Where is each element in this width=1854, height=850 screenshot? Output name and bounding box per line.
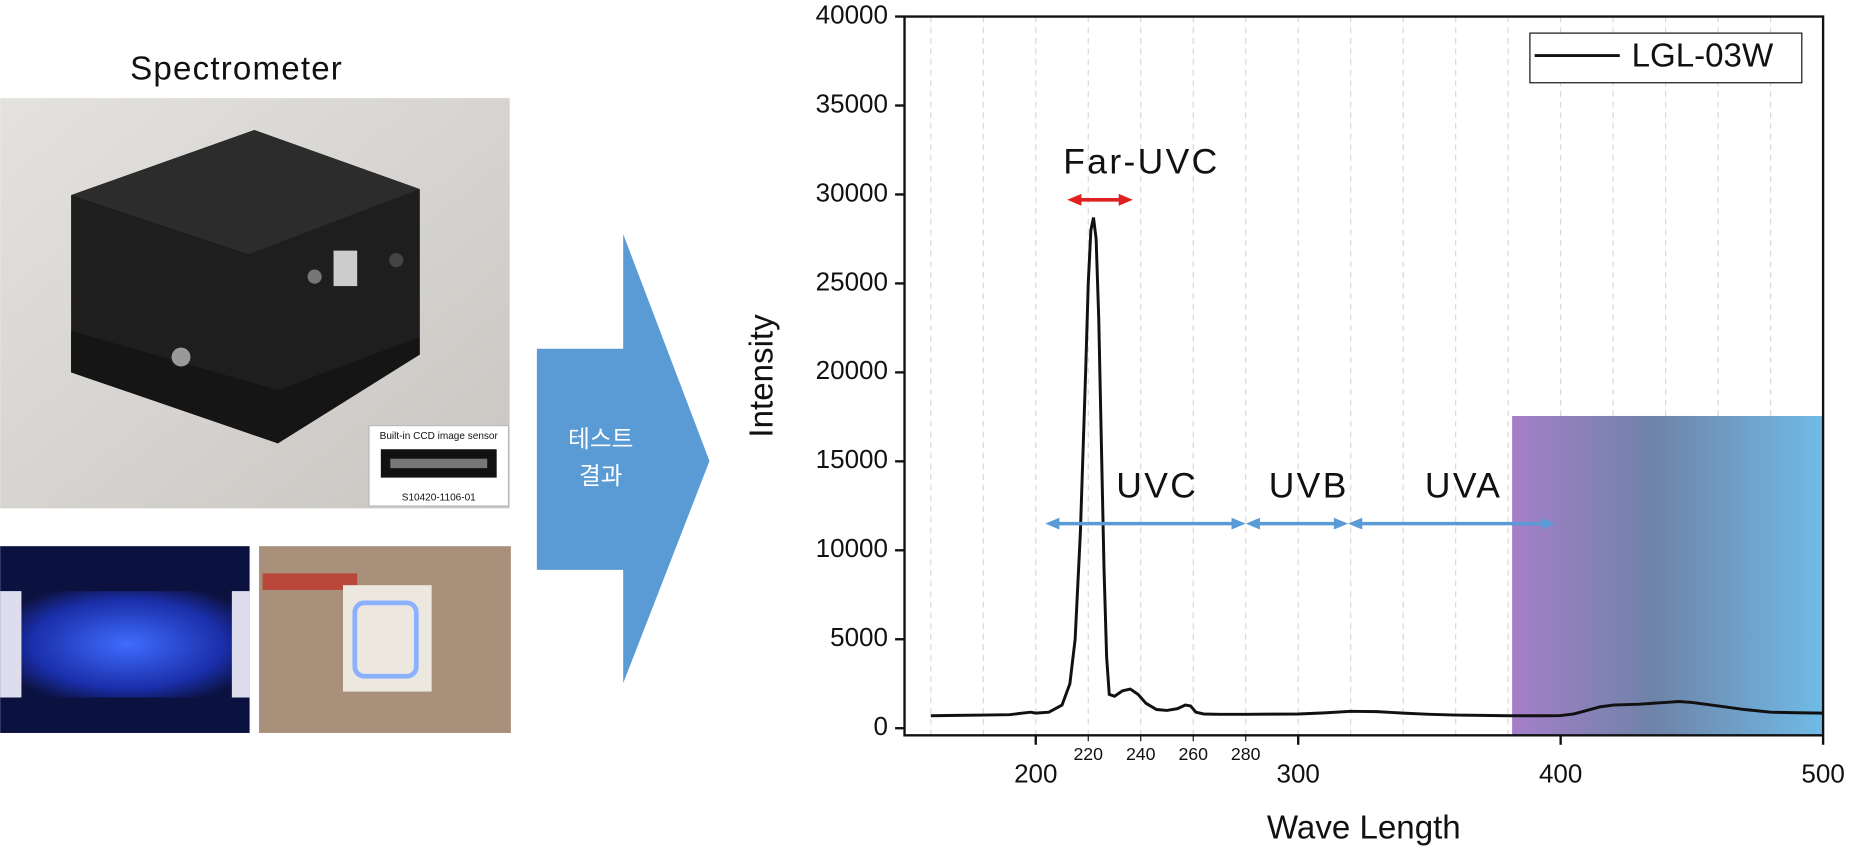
x-minor-tick-label: 280 (1231, 744, 1261, 764)
y-tick-label: 35000 (816, 88, 888, 118)
y-tick-label: 5000 (830, 622, 888, 652)
inset-part: S10420-1106-01 (402, 492, 476, 503)
legend-box (1529, 32, 1803, 84)
annotation-label: UVA (1425, 466, 1502, 506)
arrowhead (1245, 517, 1260, 530)
sample-photo-2 (259, 546, 511, 733)
y-tick-label: 25000 (816, 266, 888, 296)
y-tick-label: 0 (874, 711, 888, 741)
x-tick-label: 400 (1539, 758, 1582, 788)
annotation-label: UVC (1116, 466, 1198, 506)
inset-caption: Built-in CCD image sensor (380, 431, 499, 442)
y-axis-label: Intensity (744, 314, 781, 438)
annotation-label: Far-UVC (1063, 142, 1219, 182)
arrowhead (1541, 517, 1556, 530)
x-minor-tick-label: 240 (1126, 744, 1156, 764)
y-tick-label: 30000 (816, 177, 888, 207)
arrowhead (1333, 517, 1349, 530)
y-tick-label: 40000 (816, 0, 888, 29)
arrowhead (1231, 517, 1246, 530)
x-axis-label: Wave Length (1267, 810, 1461, 847)
annotation-label: UVB (1269, 466, 1349, 506)
x-tick-label: 300 (1277, 758, 1320, 788)
chart: 0 5000 10000 15000 20000 25000 30000 35000 40000… (744, 0, 1845, 847)
panel-title: Spectrometer (130, 51, 343, 88)
arrow-label: 테스트 (568, 426, 633, 453)
plot-frame (903, 15, 1825, 737)
arrowhead (1348, 517, 1363, 530)
x-minor-tick-label: 220 (1073, 744, 1103, 764)
flow-arrow (536, 234, 710, 684)
y-tick-label: 15000 (816, 444, 888, 474)
spectrometer-photo (0, 98, 510, 509)
arrowhead (1118, 193, 1133, 206)
arrowhead (1045, 517, 1060, 530)
highlight-span (1512, 415, 1824, 736)
x-tick-label: 200 (1014, 758, 1057, 788)
y-tick-label: 10000 (816, 533, 888, 563)
x-tick-label: 500 (1801, 758, 1844, 788)
data-line (930, 217, 1824, 718)
x-minor-tick-label: 260 (1178, 744, 1208, 764)
arrowhead (1067, 193, 1082, 206)
arrow-label: 결과 (579, 463, 622, 490)
y-tick-label: 20000 (816, 355, 888, 385)
legend-label: LGL-03W (1632, 38, 1774, 75)
sample-photo-1 (0, 546, 250, 733)
